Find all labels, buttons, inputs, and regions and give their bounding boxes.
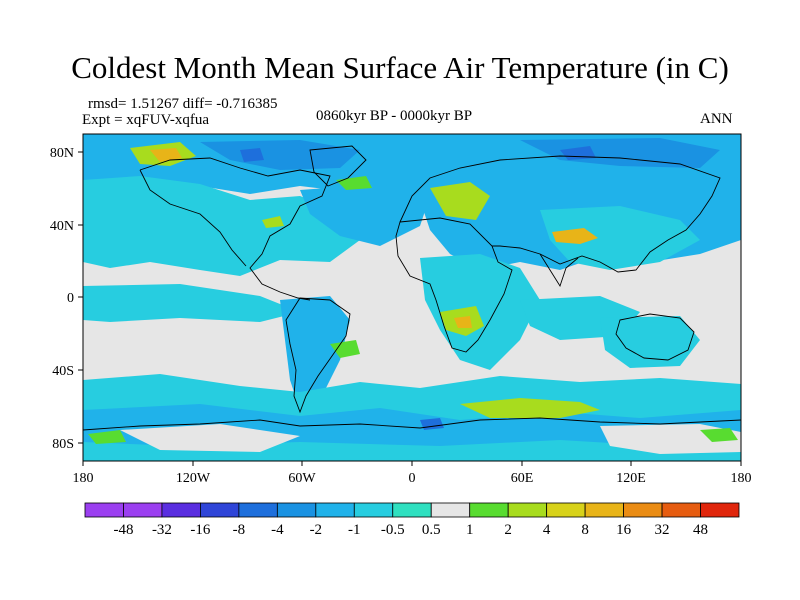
- colorbar: -48 -32 -16 -8 -4 -2 -1 -0.5 0.5 1 2 4 8 16 32 48: [84, 502, 740, 538]
- plot-title: Coldest Month Mean Surface Air Temperatu…: [71, 50, 729, 85]
- colorbar-swatch: [430, 502, 471, 518]
- lon-label: 180: [73, 471, 94, 486]
- lat-label: 80N: [50, 146, 74, 161]
- axis-ticks: [78, 151, 742, 466]
- colorbar-swatch: [392, 502, 432, 518]
- colorbar-label: 8: [581, 522, 589, 538]
- stats-text: rmsd= 1.51267 diff= -0.716385: [88, 96, 278, 112]
- colorbar-label: -0.5: [381, 522, 405, 538]
- temperature-field: [83, 134, 741, 461]
- warm-anomaly-patch: [454, 316, 472, 328]
- warm-anomaly-patch: [262, 216, 284, 228]
- colorbar-swatch: [200, 502, 240, 518]
- lon-label: 120W: [176, 471, 211, 486]
- colorbar-swatch: [623, 502, 663, 518]
- latitude-labels: 80N 40N 0 40S 80S: [50, 146, 74, 452]
- north-america-region: [83, 176, 360, 276]
- lat-label: 40S: [52, 364, 74, 379]
- cold-anomaly-patch: [240, 148, 264, 162]
- cold-anomaly-patch: [420, 418, 444, 430]
- colorbar-swatch: [700, 502, 740, 518]
- arctic-strong-region: [200, 140, 360, 170]
- warm-anomaly-patch: [552, 228, 598, 244]
- colorbar-swatch: [584, 502, 624, 518]
- colorbar-label: 16: [616, 522, 632, 538]
- colorbar-swatch: [84, 502, 124, 518]
- colorbar-swatch: [123, 502, 163, 518]
- lat-label: 40N: [50, 219, 74, 234]
- south-america-region: [280, 296, 350, 410]
- warm-anomaly-patch: [460, 398, 600, 418]
- warm-anomaly-patch: [150, 148, 182, 162]
- warm-anomaly-patch: [700, 428, 738, 442]
- lon-label: 60W: [288, 471, 316, 486]
- colorbar-label: -2: [310, 522, 323, 538]
- colorbar-label: -48: [113, 522, 133, 538]
- warm-anomaly-patch: [430, 182, 490, 220]
- colorbar-label: 2: [504, 522, 512, 538]
- colorbar-swatch: [161, 502, 201, 518]
- africa-coast: [395, 217, 513, 353]
- lon-label: 60E: [511, 471, 534, 486]
- australia-coast: [615, 313, 695, 361]
- colorbar-label: -1: [348, 522, 361, 538]
- colorbar-swatch: [315, 502, 355, 518]
- antarctic-neutral-region: [120, 424, 300, 452]
- coastlines: [83, 145, 741, 431]
- lon-label: 120E: [616, 471, 646, 486]
- colorbar-label: 4: [543, 522, 551, 538]
- colorbar-label: -16: [190, 522, 210, 538]
- lon-label: 0: [409, 471, 416, 486]
- period-text: 0860kyr BP - 0000kyr BP: [316, 108, 473, 124]
- india-coast: [539, 253, 579, 288]
- lat-label: 80S: [52, 437, 74, 452]
- greenland-coast: [309, 145, 367, 187]
- colorbar-label: -32: [152, 522, 172, 538]
- colorbar-label: 1: [466, 522, 474, 538]
- tropical-pacific-region: [83, 284, 300, 322]
- lon-label: 180: [731, 471, 752, 486]
- colorbar-label: -8: [233, 522, 246, 538]
- asia-region: [540, 206, 700, 270]
- colorbar-swatch: [276, 502, 317, 518]
- eurasia-coast: [399, 155, 721, 273]
- colorbar-swatch: [353, 502, 394, 518]
- colorbar-swatch: [546, 502, 586, 518]
- antarctica-coast: [83, 417, 741, 431]
- longitude-labels: 180 120W 60W 0 60E 120E 180: [73, 471, 752, 486]
- colorbar-label: 32: [655, 522, 670, 538]
- warm-anomaly-patch: [88, 430, 126, 444]
- experiment-text: Expt = xqFUV-xqfua: [82, 112, 210, 128]
- colorbar-label: 0.5: [422, 522, 441, 538]
- lat-label: 0: [67, 291, 74, 306]
- colorbar-swatch: [507, 502, 548, 518]
- colorbar-label: 48: [693, 522, 708, 538]
- colorbar-label: -4: [271, 522, 284, 538]
- africa-region: [420, 254, 540, 370]
- south-america-coast: [285, 297, 351, 414]
- season-text: ANN: [700, 111, 733, 127]
- colorbar-swatch: [469, 502, 509, 518]
- warm-anomaly-patch: [330, 340, 360, 358]
- arctic-strong-region: [520, 138, 720, 168]
- colorbar-swatch: [238, 502, 278, 518]
- australia-region: [600, 316, 700, 368]
- north-america-coast: [139, 157, 331, 301]
- colorbar-swatch: [661, 502, 701, 518]
